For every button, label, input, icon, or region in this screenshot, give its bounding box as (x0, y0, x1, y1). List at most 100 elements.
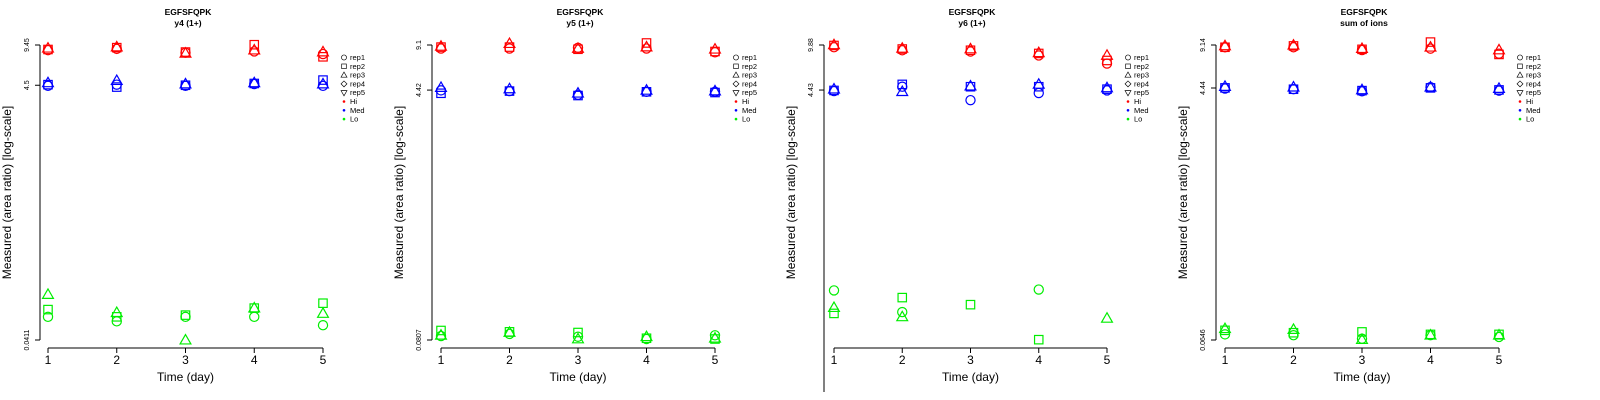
series-rep1-Lo (828, 284, 1044, 318)
data-point (1100, 311, 1114, 323)
y-axis-label: Measured (area ratio) [log-scale] (0, 106, 14, 279)
legend-symbol (1124, 90, 1132, 97)
chart-subtitle: y5 (1+) (566, 18, 593, 28)
legend-label: rep1 (742, 53, 757, 62)
legend-label: rep2 (742, 62, 757, 71)
x-tick-label: 4 (251, 353, 258, 367)
legend-dot (1126, 117, 1130, 121)
legend-label: rep5 (1526, 88, 1541, 97)
legend-symbol (1516, 90, 1524, 97)
data-point (1357, 327, 1367, 337)
data-point (641, 43, 652, 54)
data-point (1494, 49, 1504, 60)
x-tick-label: 5 (712, 353, 719, 367)
data-point (436, 88, 446, 99)
data-point (180, 311, 191, 323)
data-point (42, 311, 54, 323)
legend-label: rep4 (1526, 79, 1541, 88)
data-point (571, 86, 585, 98)
legend-symbol (1516, 80, 1524, 88)
data-point (316, 77, 330, 89)
data-point (318, 52, 328, 62)
data-point (110, 305, 124, 318)
series-rep2-Lo (829, 292, 1044, 345)
data-point (43, 304, 53, 315)
data-point (317, 319, 329, 331)
x-tick-label: 3 (182, 353, 189, 367)
data-point (964, 42, 977, 54)
series-rep3-Lo (827, 300, 1114, 323)
data-point (41, 76, 55, 88)
data-point (1288, 327, 1299, 338)
data-point (111, 82, 122, 92)
y-tick-label: 4.44 (1200, 81, 1207, 95)
y-tick-label: 4.43 (808, 83, 815, 97)
y-axis-label: Measured (area ratio) [log-scale] (392, 106, 406, 279)
data-point (1287, 322, 1300, 334)
legend-label: Med (1526, 106, 1541, 115)
data-point (1424, 80, 1437, 92)
series-rep2-Med (829, 79, 1112, 96)
data-point (1493, 331, 1505, 343)
series-rep3-Med (827, 77, 1114, 97)
data-point (827, 82, 841, 94)
data-point (1492, 43, 1506, 55)
data-point (827, 300, 841, 313)
data-point (317, 80, 329, 92)
series-rep3-Med (434, 80, 722, 98)
series-rep3-Hi (827, 38, 1114, 60)
data-point (640, 83, 653, 95)
y-tick-label: 0.0411 (24, 329, 31, 350)
data-point (249, 46, 260, 57)
data-point (897, 79, 908, 90)
legend-symbol (733, 63, 739, 69)
series-rep2-Hi (1220, 37, 1504, 60)
data-point (964, 79, 977, 91)
legend-symbol (732, 71, 740, 78)
legend-dot (342, 100, 346, 103)
data-point (827, 38, 841, 50)
data-point (965, 94, 976, 106)
data-point (895, 41, 909, 53)
x-tick-label: 1 (1222, 353, 1229, 367)
x-tick-label: 4 (1035, 353, 1042, 367)
chart-subtitle: y4 (1+) (174, 18, 201, 28)
y-tick-label: 4.5 (24, 80, 31, 90)
data-point (1219, 42, 1231, 53)
data-point (1492, 81, 1506, 93)
data-point (247, 76, 261, 88)
legend-dot (1518, 117, 1522, 121)
legend-symbol (1125, 54, 1131, 61)
legend-dot (342, 117, 346, 121)
series-rep1-Med (828, 81, 1113, 106)
chart-subtitle: sum of ions (1340, 18, 1388, 28)
legend-symbol (732, 80, 740, 88)
x-tick-label: 5 (320, 353, 327, 367)
legend-label: rep3 (350, 71, 365, 80)
series-rep3-Lo (434, 325, 722, 344)
y-tick-label: 4.42 (416, 83, 423, 97)
series-rep3-Med (1218, 79, 1506, 95)
legend-label: Lo (350, 115, 358, 124)
legend-label: Lo (742, 115, 750, 124)
series-rep3-Hi (41, 40, 330, 58)
legend-dot (734, 109, 738, 112)
x-tick-label: 1 (438, 353, 445, 367)
data-point (1033, 284, 1044, 295)
data-point (895, 84, 909, 97)
legend-dot (1518, 109, 1522, 112)
x-tick-label: 5 (1496, 353, 1503, 367)
x-tick-label: 2 (506, 353, 513, 367)
x-tick-label: 2 (1290, 353, 1297, 367)
series-rep3-Lo (1218, 321, 1506, 345)
x-tick-label: 3 (575, 353, 582, 367)
x-tick-label: 5 (1104, 353, 1111, 367)
legend-symbol (1517, 54, 1523, 61)
data-point (316, 306, 330, 318)
